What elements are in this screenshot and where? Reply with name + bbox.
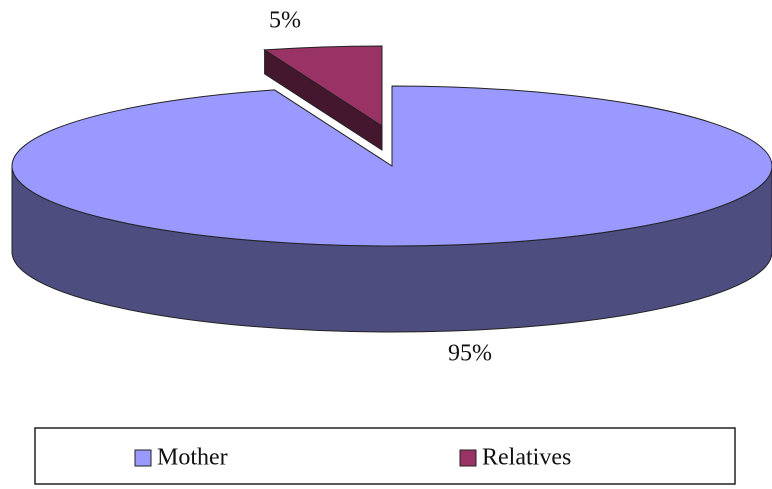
legend-swatch bbox=[459, 449, 477, 467]
data-label: 95% bbox=[448, 341, 492, 367]
slice bbox=[11, 85, 772, 247]
data-label: 5% bbox=[269, 8, 301, 34]
legend-box bbox=[34, 427, 736, 485]
legend-swatch bbox=[134, 449, 152, 467]
slice bbox=[263, 45, 383, 127]
legend-label: Relatives bbox=[482, 445, 571, 471]
legend-label: Mother bbox=[157, 445, 228, 471]
